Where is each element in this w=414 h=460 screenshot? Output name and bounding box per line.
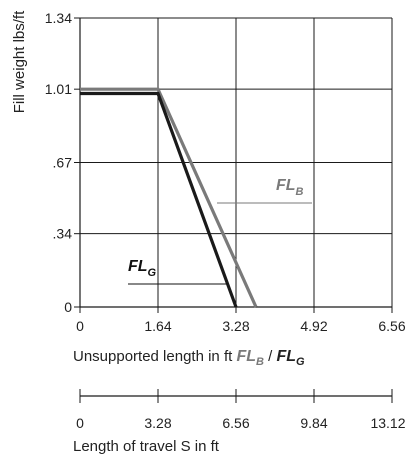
- x-tick-label-1: 1.64: [144, 318, 171, 334]
- series-line-flg: [80, 91, 238, 308]
- x-tick-label-0: 0: [76, 318, 84, 334]
- y-tick-label-3: 1.01: [45, 81, 72, 97]
- series-label-flg: FLG: [128, 258, 157, 279]
- y-tick-label-0: 0: [64, 299, 72, 315]
- travel-tick-label-4: 13.12: [370, 415, 405, 431]
- travel-tick-label-0: 0: [76, 415, 84, 431]
- travel-tick-label-2: 6.56: [222, 415, 249, 431]
- x-tick-label-2: 3.28: [222, 318, 249, 334]
- tick-labels: 0 1.64 3.28 4.92 6.56 0 .34 .67 1.01 1.34: [45, 10, 406, 334]
- x-tick-label-3: 4.92: [300, 318, 327, 334]
- travel-axis-label: Length of travel S in ft: [73, 438, 220, 455]
- axes: [74, 17, 393, 313]
- y-tick-label-1: .34: [53, 226, 73, 242]
- series-line-flb: [80, 87, 258, 308]
- x-tick-label-4: 6.56: [378, 318, 405, 334]
- travel-tick-label-3: 9.84: [300, 415, 327, 431]
- y-axis-label: Fill weight lbs/ft: [11, 10, 28, 113]
- y-tick-label-4: 1.34: [45, 10, 72, 26]
- series-lines: [80, 87, 258, 308]
- y-tick-label-2: .67: [53, 155, 73, 171]
- series-label-flb: FLB: [276, 177, 304, 198]
- travel-tick-label-1: 3.28: [144, 415, 171, 431]
- travel-axis: 0 3.28 6.56 9.84 13.12: [76, 389, 406, 431]
- x-axis-label: Unsupported length in ft FLB / FLG: [73, 348, 305, 368]
